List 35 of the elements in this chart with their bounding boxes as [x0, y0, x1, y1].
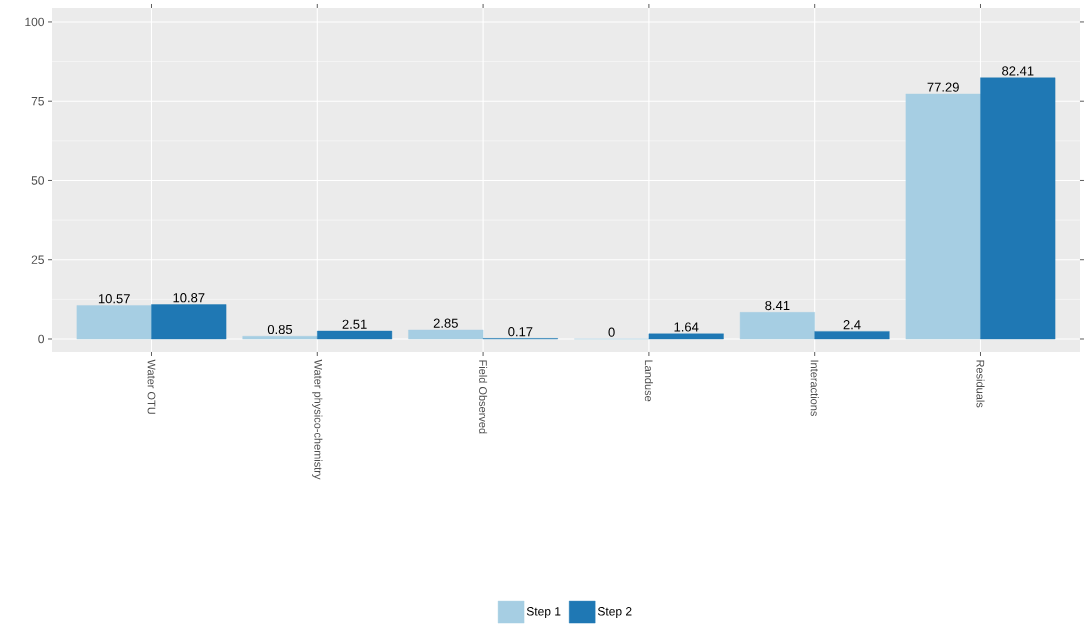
- bar: [151, 304, 227, 340]
- data-label: 82.41: [1002, 66, 1034, 76]
- y-tick-label: 100: [25, 17, 45, 27]
- data-label: 2.85: [433, 318, 458, 328]
- bar: [317, 330, 393, 340]
- y-tick-label: 50: [31, 176, 45, 185]
- bar: [76, 305, 152, 340]
- y-tick-label: 75: [31, 97, 44, 106]
- legend-label: Step 2: [597, 607, 632, 618]
- x-tick-label: Field Observed: [479, 360, 488, 434]
- y-tick-label: 25: [31, 255, 44, 264]
- bar: [814, 331, 890, 340]
- data-label: 1.64: [674, 322, 699, 332]
- x-tick-label: Landuse: [644, 360, 653, 402]
- y-tick-label: 0: [38, 334, 45, 344]
- bar: [905, 93, 981, 340]
- bar: [648, 333, 724, 340]
- data-label: 0: [608, 327, 615, 337]
- data-label: 77.29: [927, 82, 959, 92]
- bar: [739, 312, 815, 340]
- x-tick-label: Water physico-chemistry: [312, 359, 323, 480]
- x-tick-label: Water OTU: [147, 359, 156, 414]
- bar: [242, 336, 318, 340]
- data-label: 0.17: [508, 327, 533, 337]
- data-label: 10.57: [98, 294, 130, 304]
- data-label: 8.41: [765, 300, 790, 311]
- x-tick-label: Interactions: [810, 360, 819, 416]
- data-label: 2.4: [843, 320, 861, 330]
- data-label: 2.51: [342, 319, 367, 329]
- legend-label: Step 1: [526, 607, 561, 618]
- x-tick-label: Residuals: [976, 360, 985, 408]
- data-label: 10.87: [173, 293, 205, 303]
- data-label: 0.85: [267, 324, 293, 335]
- bar: [980, 77, 1056, 340]
- bar: [408, 329, 484, 340]
